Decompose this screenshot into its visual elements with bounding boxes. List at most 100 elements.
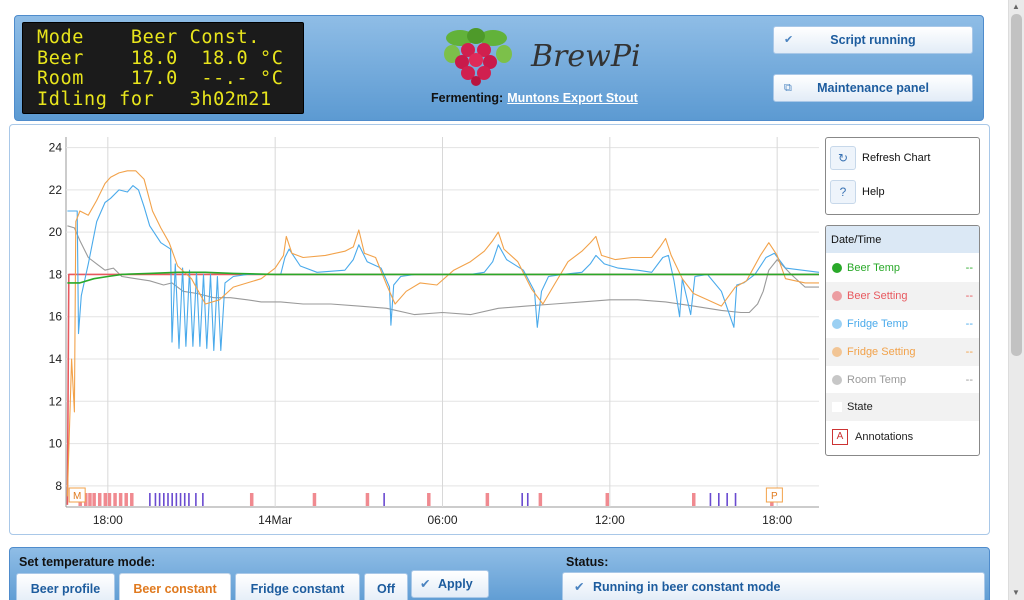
help-label: Help [862, 186, 885, 198]
state-swatch [832, 402, 842, 412]
check-icon: ✔ [574, 580, 585, 594]
series-line-fridge-setting [66, 170, 819, 497]
legend-label-room-temp: Room Temp [847, 374, 907, 386]
state-mark-red [312, 493, 317, 506]
legend-swatch-beer-temp [832, 263, 842, 273]
state-mark-purple [202, 493, 204, 506]
scroll-down-arrow-icon[interactable]: ▼ [1012, 588, 1020, 597]
x-tick-label: 06:00 [427, 513, 457, 527]
state-mark-purple [734, 493, 737, 506]
maintenance-panel-button[interactable]: ⧉ Maintenance panel [773, 74, 973, 102]
header-panel: Mode Beer Const. Beer 18.0 18.0 °C Room … [14, 15, 984, 121]
state-mark-purple [726, 493, 728, 506]
help-icon: ? [830, 180, 856, 204]
legend-swatch-room-temp [832, 375, 842, 385]
legend-item-fridge-temp[interactable]: Fridge Temp -- [826, 310, 979, 338]
state-mark-red [88, 493, 92, 506]
series-line-fridge-temp [67, 185, 820, 352]
lcd-line-beer: Beer 18.0 18.0 °C [37, 47, 284, 69]
legend-value-beer-temp: -- [965, 262, 973, 274]
brewpi-logo: BrewPi [438, 24, 641, 86]
annotation-icon: A [832, 429, 848, 445]
annotation-marker-label: M [73, 491, 81, 502]
state-mark-red [84, 493, 88, 506]
state-mark-purple [158, 493, 161, 506]
x-tick-label: 12:00 [595, 513, 625, 527]
chart-panel: 8 10 12 14 16 18 20 22 24 18:00 14Mar 06:00 12:00 18:… [9, 124, 990, 535]
chart-legend: Date/Time Beer Temp -- Beer Setting -- Fridg… [825, 225, 980, 456]
state-mark-red [427, 493, 431, 506]
y-tick-label: 12 [49, 394, 63, 408]
state-mark-purple [175, 493, 178, 506]
help-button[interactable]: ? Help [830, 180, 885, 204]
scroll-thumb[interactable] [1011, 14, 1022, 356]
legend-annotations-row[interactable]: A Annotations [826, 423, 979, 451]
lcd-line-room: Room 17.0 --.- °C [37, 68, 284, 89]
annotation-marker-label: P [771, 491, 778, 502]
control-panel: Set temperature mode: Beer profile Beer … [9, 547, 990, 600]
state-mark-red [130, 493, 134, 506]
lcd-line-mode: Mode Beer Const. [37, 27, 261, 48]
state-mark-red [692, 493, 696, 506]
lcd-line-state: Idling for 3h02m21 [37, 88, 272, 110]
legend-value-beer-setting: -- [965, 290, 973, 302]
tab-off[interactable]: Off [364, 573, 408, 600]
legend-label-beer-setting: Beer Setting [847, 290, 908, 302]
y-tick-label: 20 [49, 225, 63, 239]
chart-tools-box: ↻ Refresh Chart ? Help [825, 137, 980, 215]
y-tick-label: 24 [49, 141, 63, 155]
tab-fridge-constant[interactable]: Fridge constant [235, 573, 360, 600]
state-mark-purple [718, 493, 720, 506]
mode-title: Set temperature mode: [19, 555, 156, 569]
state-mark-red [118, 493, 123, 506]
legend-item-fridge-setting[interactable]: Fridge Setting -- [826, 338, 979, 366]
legend-value-room-temp: -- [965, 374, 973, 386]
state-mark-purple [179, 493, 182, 506]
legend-label-fridge-setting: Fridge Setting [847, 346, 916, 358]
annotation-marker [68, 487, 86, 503]
state-mark-purple [163, 493, 165, 506]
status-text: Running in beer constant mode [593, 580, 781, 594]
x-tick-label: 18:00 [93, 513, 123, 527]
y-tick-label: 10 [49, 437, 63, 451]
y-tick-label: 8 [55, 479, 62, 493]
legend-swatch-fridge-setting [832, 347, 842, 357]
refresh-chart-button[interactable]: ↻ Refresh Chart [830, 146, 930, 170]
legend-label-beer-temp: Beer Temp [847, 262, 900, 274]
legend-swatch-fridge-temp [832, 319, 842, 329]
state-mark-red [107, 493, 112, 506]
apply-label: Apply [438, 577, 473, 591]
legend-item-beer-temp[interactable]: Beer Temp -- [826, 254, 979, 282]
apply-button[interactable]: ✔ Apply [411, 570, 489, 598]
scroll-up-arrow-icon[interactable]: ▲ [1012, 2, 1020, 11]
state-mark-purple [195, 493, 197, 506]
legend-label-fridge-temp: Fridge Temp [847, 318, 908, 330]
legend-item-room-temp[interactable]: Room Temp -- [826, 366, 979, 394]
temperature-chart[interactable]: 8 10 12 14 16 18 20 22 24 18:00 14Mar 06:00 12:00 18:… [10, 125, 825, 534]
script-running-button[interactable]: ✔ Script running [773, 26, 973, 54]
state-mark-red [103, 493, 108, 506]
page-scrollbar[interactable]: ▲ ▼ [1008, 0, 1024, 600]
x-tick-label: 14Mar [258, 513, 292, 527]
status-title: Status: [566, 555, 609, 569]
series-line-beer-temp [67, 271, 819, 284]
refresh-chart-label: Refresh Chart [862, 152, 931, 164]
series-line-room-temp [67, 225, 819, 316]
state-mark-purple [709, 493, 712, 506]
beer-name-link[interactable]: Muntons Export Stout [507, 91, 638, 105]
tab-beer-constant[interactable]: Beer constant [119, 573, 231, 600]
legend-value-fridge-temp: -- [965, 318, 973, 330]
legend-item-beer-setting[interactable]: Beer Setting -- [826, 282, 979, 310]
maintenance-panel-label: Maintenance panel [817, 81, 929, 95]
tab-beer-profile[interactable]: Beer profile [16, 573, 115, 600]
window-icon: ⧉ [784, 82, 792, 94]
legend-swatch-beer-setting [832, 291, 842, 301]
legend-state-label: State [847, 401, 873, 413]
check-icon: ✔ [784, 34, 794, 46]
state-mark-purple [521, 493, 523, 506]
state-mark-purple [526, 493, 529, 506]
x-tick-label: 18:00 [762, 513, 792, 527]
series-line-beer-setting [66, 273, 819, 505]
state-mark-red [538, 493, 543, 506]
